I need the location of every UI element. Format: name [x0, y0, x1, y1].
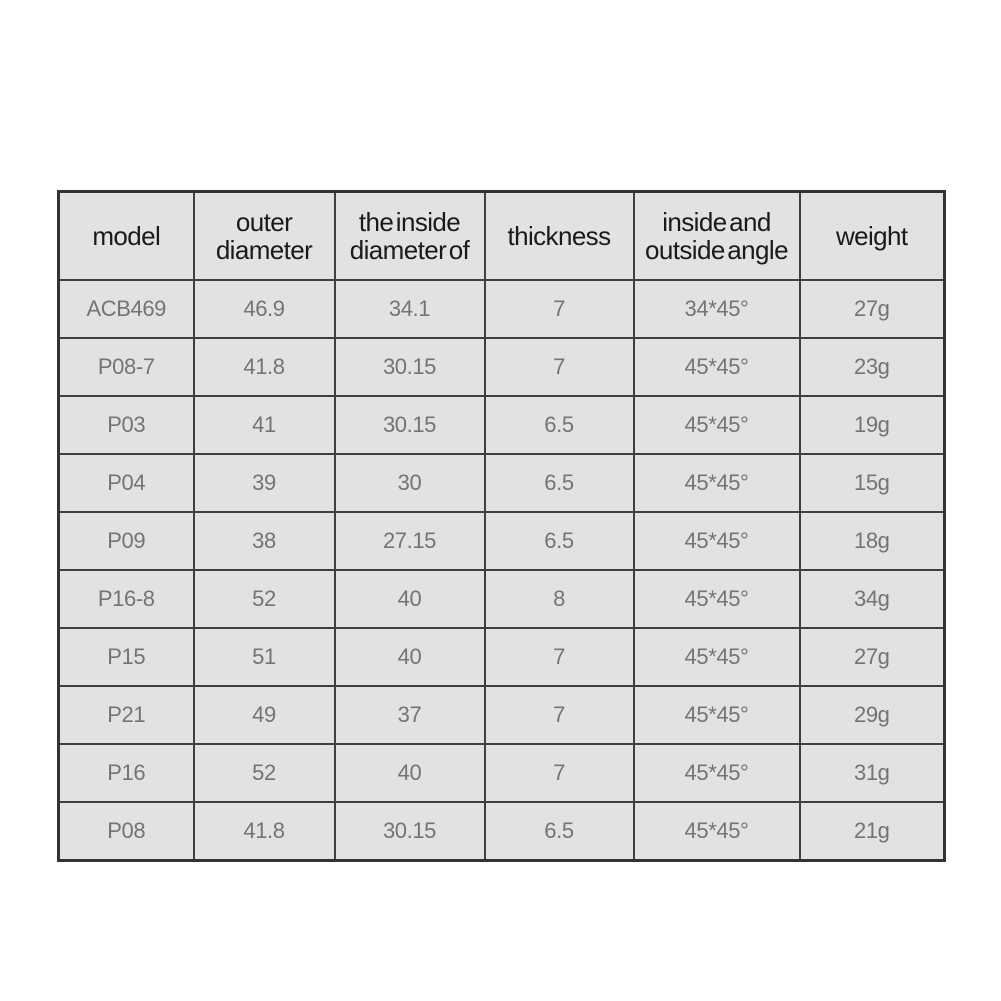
cell-weight: 18g [798, 510, 946, 571]
cell-angle: 45*45° [632, 685, 801, 746]
header-model: model [57, 190, 195, 281]
cell-outer-diameter: 49 [192, 685, 336, 746]
table-row: ACB469 46.9 34.1 7 34*45° 27g [57, 278, 946, 339]
cell-angle: 34*45° [632, 278, 801, 339]
cell-outer-diameter: 41.8 [192, 801, 336, 862]
table-row: P16-8 52 40 8 45*45° 34g [57, 568, 946, 630]
cell-outer-diameter: 52 [192, 568, 336, 630]
table-row: P04 39 30 6.5 45*45° 15g [57, 452, 946, 513]
table-header: model outer diameter the inside diameter… [57, 190, 946, 281]
cell-weight: 31g [798, 743, 946, 804]
header-thickness: thickness [483, 190, 635, 281]
cell-angle: 45*45° [632, 394, 801, 455]
cell-thickness: 6.5 [483, 452, 635, 513]
cell-outer-diameter: 51 [192, 627, 336, 688]
header-inside-diameter: the inside diameter of [333, 190, 486, 281]
cell-model: P09 [57, 510, 195, 571]
cell-angle: 45*45° [632, 336, 801, 397]
cell-thickness: 7 [483, 685, 635, 746]
cell-angle: 45*45° [632, 627, 801, 688]
cell-thickness: 7 [483, 278, 635, 339]
cell-thickness: 7 [483, 336, 635, 397]
cell-weight: 27g [798, 278, 946, 339]
cell-inside-diameter: 30.15 [333, 801, 486, 862]
cell-inside-diameter: 30 [333, 452, 486, 513]
cell-model: ACB469 [57, 278, 195, 339]
cell-model: P03 [57, 394, 195, 455]
cell-weight: 15g [798, 452, 946, 513]
cell-thickness: 7 [483, 627, 635, 688]
cell-weight: 21g [798, 801, 946, 862]
cell-outer-diameter: 41 [192, 394, 336, 455]
table-row: P03 41 30.15 6.5 45*45° 19g [57, 394, 946, 455]
cell-angle: 45*45° [632, 510, 801, 571]
cell-model: P08-7 [57, 336, 195, 397]
cell-inside-diameter: 30.15 [333, 394, 486, 455]
header-angle: inside and outside angle [632, 190, 801, 281]
cell-model: P04 [57, 452, 195, 513]
table-row: P08 41.8 30.15 6.5 45*45° 21g [57, 801, 946, 862]
cell-thickness: 8 [483, 568, 635, 630]
cell-outer-diameter: 41.8 [192, 336, 336, 397]
cell-outer-diameter: 38 [192, 510, 336, 571]
cell-weight: 23g [798, 336, 946, 397]
cell-inside-diameter: 34.1 [333, 278, 486, 339]
cell-angle: 45*45° [632, 452, 801, 513]
cell-thickness: 6.5 [483, 394, 635, 455]
table-row: P16 52 40 7 45*45° 31g [57, 743, 946, 804]
cell-inside-diameter: 30.15 [333, 336, 486, 397]
cell-thickness: 6.5 [483, 801, 635, 862]
cell-angle: 45*45° [632, 801, 801, 862]
cell-inside-diameter: 27.15 [333, 510, 486, 571]
cell-weight: 34g [798, 568, 946, 630]
cell-outer-diameter: 46.9 [192, 278, 336, 339]
table-row: P08-7 41.8 30.15 7 45*45° 23g [57, 336, 946, 397]
table-row: P15 51 40 7 45*45° 27g [57, 627, 946, 688]
cell-weight: 29g [798, 685, 946, 746]
cell-model: P08 [57, 801, 195, 862]
cell-thickness: 6.5 [483, 510, 635, 571]
cell-weight: 19g [798, 394, 946, 455]
cell-model: P16-8 [57, 568, 195, 630]
cell-inside-diameter: 40 [333, 743, 486, 804]
cell-angle: 45*45° [632, 743, 801, 804]
table-body: ACB469 46.9 34.1 7 34*45° 27g P08-7 41.8… [57, 278, 946, 862]
product-spec-table: model outer diameter the inside diameter… [57, 190, 946, 862]
header-row: model outer diameter the inside diameter… [57, 190, 946, 281]
cell-outer-diameter: 52 [192, 743, 336, 804]
cell-thickness: 7 [483, 743, 635, 804]
table-row: P21 49 37 7 45*45° 29g [57, 685, 946, 746]
table-row: P09 38 27.15 6.5 45*45° 18g [57, 510, 946, 571]
header-weight: weight [798, 190, 946, 281]
cell-angle: 45*45° [632, 568, 801, 630]
cell-model: P21 [57, 685, 195, 746]
cell-model: P15 [57, 627, 195, 688]
header-outer-diameter: outer diameter [192, 190, 336, 281]
cell-model: P16 [57, 743, 195, 804]
cell-weight: 27g [798, 627, 946, 688]
cell-inside-diameter: 40 [333, 568, 486, 630]
cell-outer-diameter: 39 [192, 452, 336, 513]
cell-inside-diameter: 40 [333, 627, 486, 688]
cell-inside-diameter: 37 [333, 685, 486, 746]
